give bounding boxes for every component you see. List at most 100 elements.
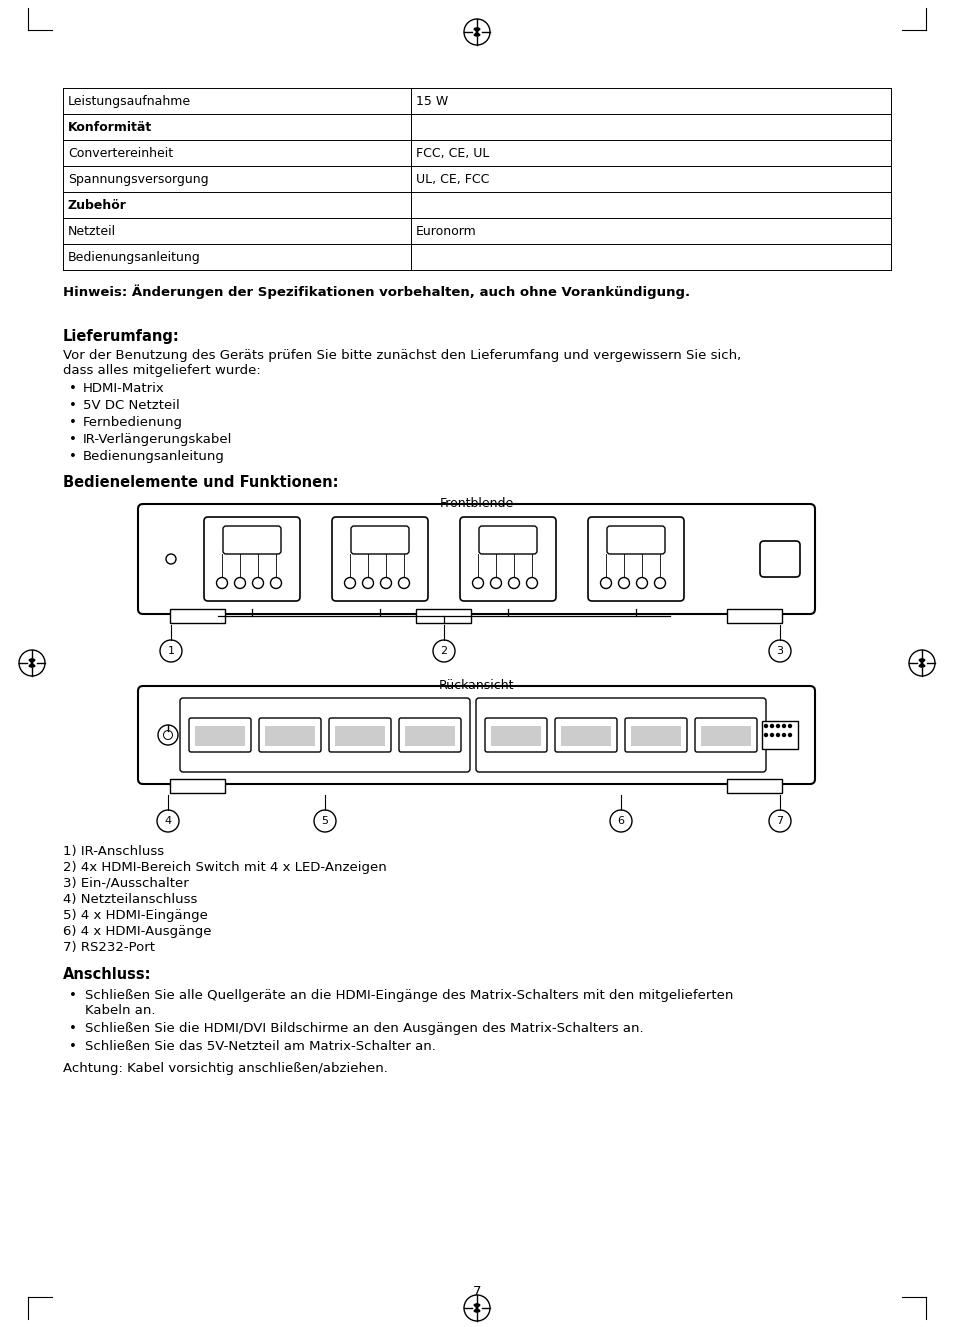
Bar	[727, 609, 781, 622]
Text: •: •	[69, 450, 77, 463]
FancyBboxPatch shape	[351, 525, 409, 553]
Text: 1) IR-Anschluss: 1) IR-Anschluss	[63, 845, 164, 859]
Text: 4: 4	[164, 816, 172, 825]
Bar	[727, 779, 781, 794]
Circle shape	[770, 734, 773, 736]
Text: 5V DC Netzteil: 5V DC Netzteil	[83, 399, 179, 411]
FancyBboxPatch shape	[329, 718, 391, 752]
Circle shape	[781, 734, 784, 736]
Text: Bedienelemente und Funktionen:: Bedienelemente und Funktionen:	[63, 475, 338, 490]
Text: 7: 7	[776, 816, 782, 825]
FancyBboxPatch shape	[332, 518, 428, 601]
Bar	[194, 726, 245, 746]
Text: 7) RS232-Port: 7) RS232-Port	[63, 941, 154, 954]
Bar	[171, 609, 225, 622]
Circle shape	[770, 725, 773, 727]
Text: •: •	[69, 433, 77, 446]
Text: Rückansicht: Rückansicht	[438, 679, 515, 691]
Text: Frontblende: Frontblende	[439, 498, 514, 510]
FancyBboxPatch shape	[223, 525, 281, 553]
Wedge shape	[474, 32, 479, 36]
Text: Vor der Benutzung des Geräts prüfen Sie bitte zunächst den Lieferumfang und verg: Vor der Benutzung des Geräts prüfen Sie …	[63, 349, 740, 362]
Text: •: •	[69, 415, 77, 429]
Wedge shape	[474, 1308, 479, 1312]
Text: 6: 6	[617, 816, 624, 825]
Bar	[761, 721, 797, 748]
Text: 6) 4 x HDMI-Ausgänge: 6) 4 x HDMI-Ausgänge	[63, 925, 212, 938]
Text: Lieferumfang:: Lieferumfang:	[63, 329, 179, 344]
Text: 1: 1	[168, 646, 174, 656]
Text: Anschluss:: Anschluss:	[63, 967, 152, 982]
Wedge shape	[474, 28, 479, 32]
Text: 3: 3	[776, 646, 782, 656]
Text: Schließen Sie das 5V-Netzteil am Matrix-Schalter an.: Schließen Sie das 5V-Netzteil am Matrix-…	[85, 1040, 436, 1054]
Text: 15 W: 15 W	[416, 96, 448, 107]
FancyBboxPatch shape	[760, 541, 800, 577]
Text: Schließen Sie die HDMI/DVI Bildschirme an den Ausgängen des Matrix-Schalters an.: Schließen Sie die HDMI/DVI Bildschirme a…	[85, 1022, 643, 1035]
Bar	[171, 779, 225, 794]
Text: Kabeln an.: Kabeln an.	[85, 1005, 155, 1016]
Circle shape	[776, 725, 779, 727]
Circle shape	[781, 725, 784, 727]
Text: Bedienungsanleitung: Bedienungsanleitung	[68, 251, 200, 264]
FancyBboxPatch shape	[398, 718, 460, 752]
Bar	[491, 726, 540, 746]
FancyBboxPatch shape	[484, 718, 546, 752]
FancyBboxPatch shape	[555, 718, 617, 752]
FancyBboxPatch shape	[624, 718, 686, 752]
Text: 4) Netzteilanschluss: 4) Netzteilanschluss	[63, 893, 197, 906]
Circle shape	[776, 734, 779, 736]
Circle shape	[763, 734, 767, 736]
FancyBboxPatch shape	[459, 518, 556, 601]
Wedge shape	[29, 658, 35, 664]
Wedge shape	[29, 664, 35, 667]
Wedge shape	[474, 1304, 479, 1308]
Text: HDMI-Matrix: HDMI-Matrix	[83, 382, 165, 395]
FancyBboxPatch shape	[189, 718, 251, 752]
Bar	[700, 726, 750, 746]
Bar	[265, 726, 314, 746]
FancyBboxPatch shape	[204, 518, 299, 601]
Text: IR-Verlängerungskabel: IR-Verlängerungskabel	[83, 433, 233, 446]
Circle shape	[788, 725, 791, 727]
Text: Konformität: Konformität	[68, 121, 152, 134]
Text: Fernbedienung: Fernbedienung	[83, 415, 183, 429]
Text: FCC, CE, UL: FCC, CE, UL	[416, 147, 489, 161]
Text: Achtung: Kabel vorsichtig anschließen/abziehen.: Achtung: Kabel vorsichtig anschließen/ab…	[63, 1062, 388, 1075]
Text: •: •	[69, 1022, 77, 1035]
Text: dass alles mitgeliefert wurde:: dass alles mitgeliefert wurde:	[63, 364, 260, 377]
Text: 7: 7	[473, 1285, 480, 1298]
Text: 3) Ein-/Ausschalter: 3) Ein-/Ausschalter	[63, 877, 189, 890]
Text: 2) 4x HDMI-Bereich Switch mit 4 x LED-Anzeigen: 2) 4x HDMI-Bereich Switch mit 4 x LED-An…	[63, 861, 386, 874]
Bar	[335, 726, 385, 746]
Text: 2: 2	[440, 646, 447, 656]
Text: Schließen Sie alle Quellgeräte an die HDMI-Eingänge des Matrix-Schalters mit den: Schließen Sie alle Quellgeräte an die HD…	[85, 989, 733, 1002]
Text: Spannungsversorgung: Spannungsversorgung	[68, 173, 209, 186]
Bar	[405, 726, 455, 746]
Text: •: •	[69, 989, 77, 1002]
Wedge shape	[918, 658, 924, 664]
Bar	[630, 726, 680, 746]
Text: Bedienungsanleitung: Bedienungsanleitung	[83, 450, 225, 463]
Text: 5) 4 x HDMI-Eingänge: 5) 4 x HDMI-Eingänge	[63, 909, 208, 922]
Text: 5: 5	[321, 816, 328, 825]
Text: Hinweis: Änderungen der Spezifikationen vorbehalten, auch ohne Vorankündigung.: Hinweis: Änderungen der Spezifikationen …	[63, 284, 689, 299]
Wedge shape	[918, 664, 924, 667]
Text: Convertereinheit: Convertereinheit	[68, 147, 172, 161]
FancyBboxPatch shape	[695, 718, 757, 752]
FancyBboxPatch shape	[138, 504, 814, 614]
FancyBboxPatch shape	[587, 518, 683, 601]
Text: •: •	[69, 399, 77, 411]
FancyBboxPatch shape	[478, 525, 537, 553]
FancyBboxPatch shape	[258, 718, 320, 752]
FancyBboxPatch shape	[606, 525, 664, 553]
Text: Netzteil: Netzteil	[68, 226, 116, 238]
Text: •: •	[69, 1040, 77, 1054]
Bar	[560, 726, 610, 746]
Text: Zubehör: Zubehör	[68, 199, 127, 212]
Bar	[416, 609, 471, 622]
Text: Euronorm: Euronorm	[416, 226, 476, 238]
Text: UL, CE, FCC: UL, CE, FCC	[416, 173, 489, 186]
Circle shape	[788, 734, 791, 736]
Circle shape	[763, 725, 767, 727]
